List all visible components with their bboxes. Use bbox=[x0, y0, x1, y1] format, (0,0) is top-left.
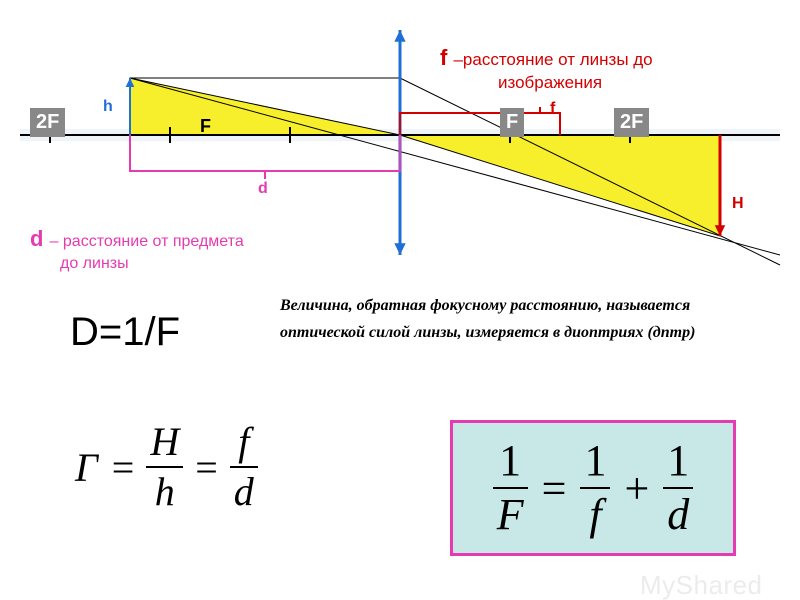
label-H: H bbox=[732, 195, 744, 213]
physics-lens-diagram: 2F F 2F Fh Hd f f –расстояние от линзы доизобр… bbox=[0, 0, 800, 600]
axis-label-2F-left: 2F bbox=[30, 108, 65, 137]
lens-equation-box: 1F=1f+1d bbox=[450, 420, 736, 556]
label-d: d bbox=[258, 180, 268, 198]
axis-label-F-left: F bbox=[200, 116, 211, 137]
d-definition: d – расстояние от предметадо линзы bbox=[30, 225, 244, 274]
watermark: MyShared bbox=[640, 570, 763, 600]
optical-power-formula: D=1/F bbox=[70, 310, 180, 355]
f-definition: f –расстояние от линзы доизображения bbox=[440, 44, 653, 94]
optical-power-description: Величина, обратная фокусному расстоянию,… bbox=[280, 292, 695, 346]
axis-label-F-right: F bbox=[500, 108, 524, 137]
label-h: h bbox=[103, 98, 113, 116]
magnification-formula: Г=Hh=fd bbox=[75, 420, 264, 514]
label-f: f bbox=[550, 100, 555, 118]
axis-label-2F-right: 2F bbox=[614, 108, 649, 137]
